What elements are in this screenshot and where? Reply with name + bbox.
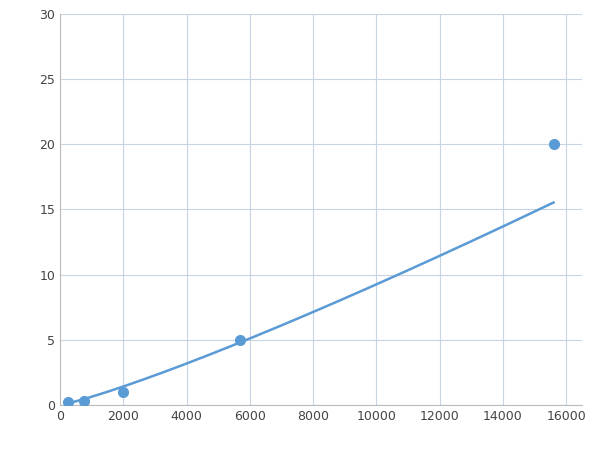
Point: [236, 336, 245, 343]
Point: [79, 397, 89, 405]
Point: [118, 388, 128, 396]
Point: [63, 399, 73, 406]
Point: [549, 140, 559, 148]
